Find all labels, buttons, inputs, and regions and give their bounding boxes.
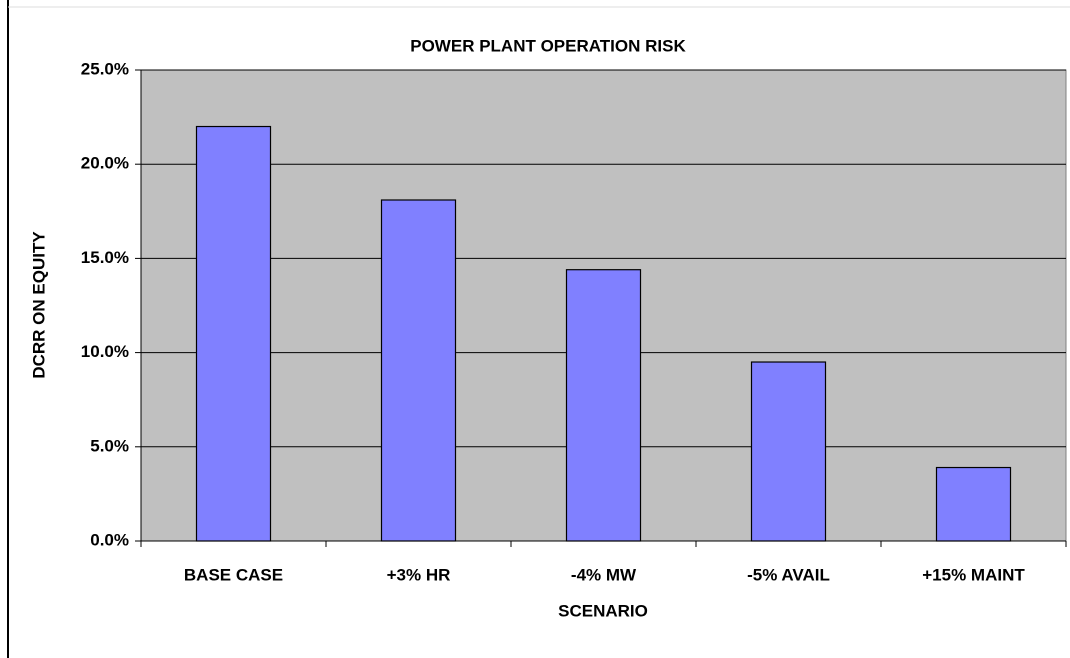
bar <box>380 199 457 542</box>
y-tick-label: 25.0% <box>81 59 129 78</box>
y-tick-label: 20.0% <box>81 154 129 173</box>
y-tick-label: 10.0% <box>81 342 129 361</box>
bar <box>195 125 272 542</box>
bar <box>935 466 1012 542</box>
bar <box>750 361 827 542</box>
y-tick-label: 0.0% <box>90 530 129 549</box>
x-axis-label: SCENARIO <box>558 601 648 620</box>
y-axis-label: DCRR ON EQUITY <box>29 231 48 379</box>
x-tick-label: -5% AVAIL <box>747 565 830 584</box>
y-tick-label: 15.0% <box>81 248 129 267</box>
y-tick-label: 5.0% <box>90 436 129 455</box>
chart-title: POWER PLANT OPERATION RISK <box>410 36 686 55</box>
bar <box>565 269 642 542</box>
x-tick-label: +3% HR <box>387 565 451 584</box>
x-tick-label: +15% MAINT <box>922 565 1025 584</box>
x-tick-label: BASE CASE <box>184 565 283 584</box>
x-tick-label: -4% MW <box>571 565 637 584</box>
